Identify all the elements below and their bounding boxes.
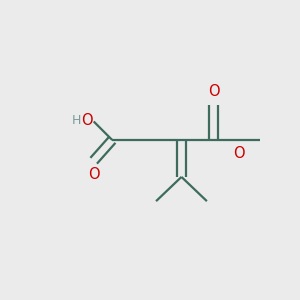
Text: O: O [88, 167, 100, 182]
Text: O: O [81, 113, 92, 128]
Text: O: O [233, 146, 245, 161]
Text: H: H [72, 114, 81, 127]
Text: O: O [208, 84, 220, 99]
